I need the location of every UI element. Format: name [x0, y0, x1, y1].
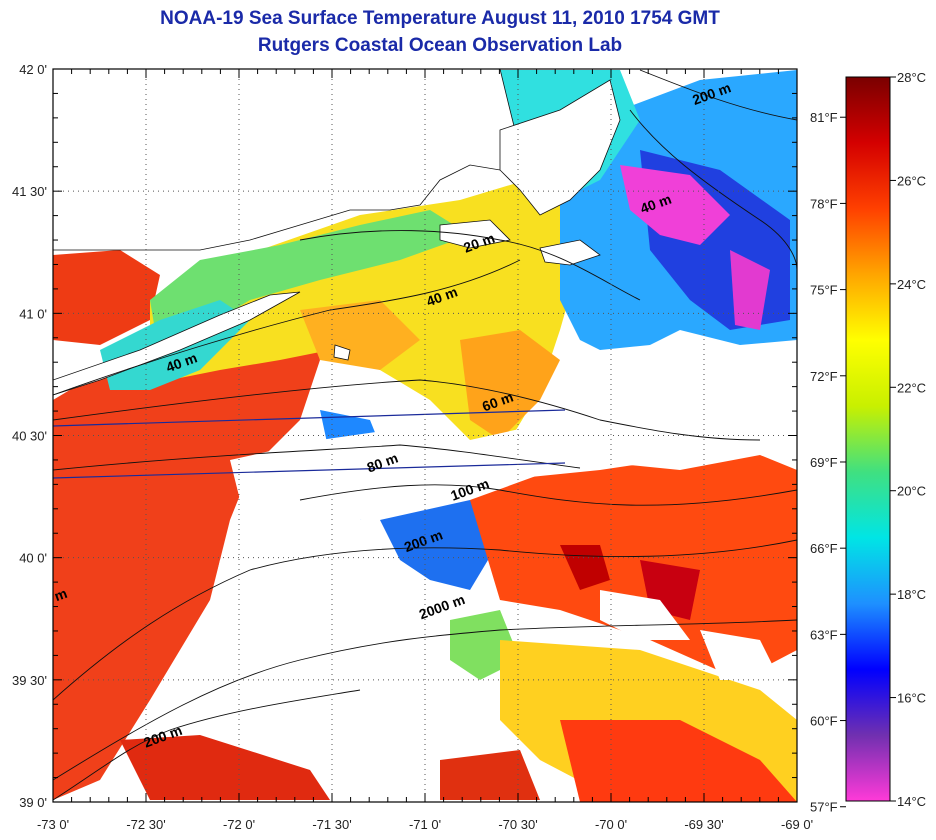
fahrenheit-label: 69°F [810, 455, 838, 470]
sst-red-south-center [440, 750, 540, 800]
cloud-gap-se [600, 590, 690, 640]
sst-warm-southwest [53, 300, 320, 800]
sst-warm-south-east [470, 455, 797, 680]
sst-warm-west [53, 250, 160, 345]
fahrenheit-label: 75°F [810, 283, 838, 298]
contour-100m [299, 484, 797, 506]
cloud-gap-east [600, 340, 797, 450]
lon-tick-label: -72 30' [126, 817, 165, 832]
fahrenheit-label: 78°F [810, 196, 838, 211]
celsius-label: 28°C [897, 70, 926, 85]
depth-contour-label: m [52, 585, 69, 604]
fahrenheit-label: 63°F [810, 627, 838, 642]
land-marthas-vineyard [439, 219, 511, 249]
lat-tick-label: 39 0' [19, 795, 47, 810]
land-long-island [53, 291, 301, 396]
lon-tick-label: -69 30' [684, 817, 723, 832]
lon-tick-label: -72 0' [223, 817, 255, 832]
lat-tick-label: 40 30' [12, 429, 47, 444]
sst-magenta-gom [620, 165, 730, 245]
depth-contours [53, 69, 797, 801]
lat-tick-label: 41 30' [12, 184, 47, 199]
cloud-gap-south [200, 560, 450, 720]
sst-green-nearshore [150, 210, 470, 360]
satellite-tracks [53, 409, 566, 479]
celsius-label: 22°C [897, 380, 926, 395]
lat-tick-label: 41 0' [19, 306, 47, 321]
land-block-island [333, 344, 351, 361]
contour-60m [53, 379, 761, 441]
land-nantucket [539, 239, 601, 266]
fahrenheit-label: 57°F [810, 800, 838, 815]
cloud-gap-far-se [700, 630, 780, 680]
fahrenheit-label: 72°F [810, 369, 838, 384]
lon-tick-label: -73 0' [37, 817, 69, 832]
colorbar-fahrenheit-labels: 81°F 78°F 75°F 72°F 69°F 66°F 63°F 60°F 57°F [810, 110, 846, 815]
latitude-labels: 42 0' 41 30' 41 0' 40 30' 40 0' 39 30' 39 0' [12, 62, 47, 810]
lat-tick-label: 42 0' [19, 62, 47, 77]
contour-2000m [53, 619, 797, 781]
sst-magenta-gom-2 [730, 250, 770, 330]
lon-tick-label: -69 0' [781, 817, 813, 832]
sst-cool-filament-2 [380, 500, 500, 590]
fahrenheit-label: 81°F [810, 110, 838, 125]
contour-200m [53, 539, 797, 701]
fahrenheit-label: 60°F [810, 714, 838, 729]
contour-80m [53, 444, 581, 471]
sst-red-south [560, 720, 797, 802]
celsius-label: 18°C [897, 587, 926, 602]
track-line-1 [53, 409, 566, 427]
contour-200m-south [53, 689, 361, 801]
lon-tick-label: -71 0' [409, 817, 441, 832]
lat-tick-label: 39 30' [12, 673, 47, 688]
cloud-gap-center [230, 420, 700, 520]
land-cape-cod [499, 79, 621, 216]
colorbar-ramp [845, 76, 891, 802]
celsius-label: 14°C [897, 794, 926, 809]
contour-40m-north [53, 259, 521, 396]
track-line-2 [53, 462, 566, 479]
fahrenheit-label: 66°F [810, 541, 838, 556]
contour-200m-ne [639, 69, 797, 121]
celsius-label: 16°C [897, 691, 926, 706]
celsius-label: 20°C [897, 484, 926, 499]
colorbar: 28°C 26°C 24°C 22°C 20°C 18°C 16°C 14°C 81°F 78°… [810, 70, 926, 815]
axis-ticks [52, 68, 798, 803]
lon-tick-label: -70 0' [595, 817, 627, 832]
map-title: NOAA-19 Sea Surface Temperature August 1… [160, 8, 720, 29]
lon-tick-label: -71 30' [312, 817, 351, 832]
sst-orange-patch-center [300, 300, 420, 370]
sst-red-streak-sw [120, 735, 330, 800]
contour-40m-gom [629, 109, 797, 271]
celsius-label: 24°C [897, 277, 926, 292]
map-subtitle: Rutgers Coastal Ocean Observation Lab [257, 35, 623, 56]
lat-tick-label: 40 0' [19, 551, 47, 566]
sst-field [53, 69, 797, 802]
lon-tick-label: -70 30' [498, 817, 537, 832]
contour-20m [299, 230, 641, 301]
longitude-labels: -73 0' -72 30' -72 0' -71 30' -71 0' -70 30' -… [37, 817, 813, 832]
colorbar-celsius-labels: 28°C 26°C 24°C 22°C 20°C 18°C 16°C 14°C [890, 70, 926, 809]
celsius-label: 26°C [897, 173, 926, 188]
